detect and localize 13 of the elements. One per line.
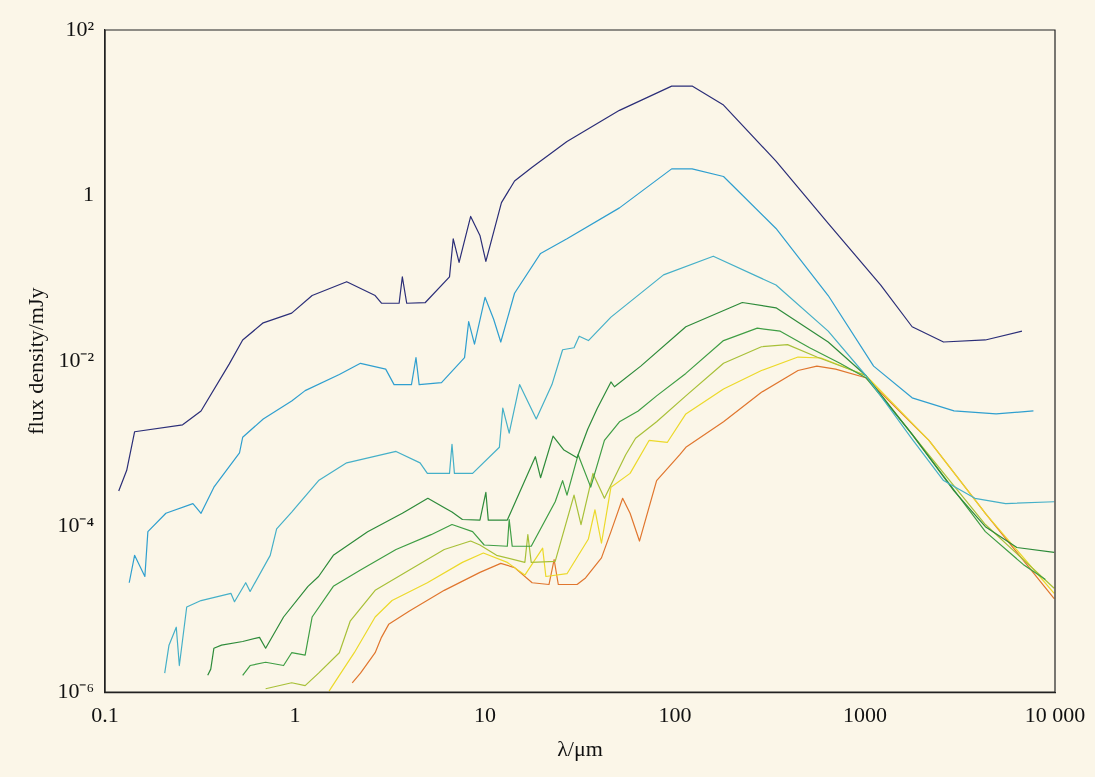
y-tick-label: 10⁻⁴: [57, 512, 95, 538]
y-tick-label: 10²: [65, 15, 95, 41]
x-tick-label: 1000: [843, 702, 888, 728]
y-tick-label: 10⁻⁶: [57, 677, 95, 703]
y-tick-label: 10⁻²: [58, 346, 95, 372]
x-tick-label: 100: [658, 702, 692, 728]
y-tick-label: 1: [83, 181, 95, 207]
x-tick-label: 1: [289, 702, 301, 728]
x-tick-label: 10 000: [1024, 702, 1086, 728]
x-tick-label: 10: [474, 702, 497, 728]
x-tick-label: 0.1: [91, 702, 119, 728]
x-axis-title: λ/μm: [557, 735, 603, 761]
y-axis-title: flux density/mJy: [22, 287, 48, 435]
